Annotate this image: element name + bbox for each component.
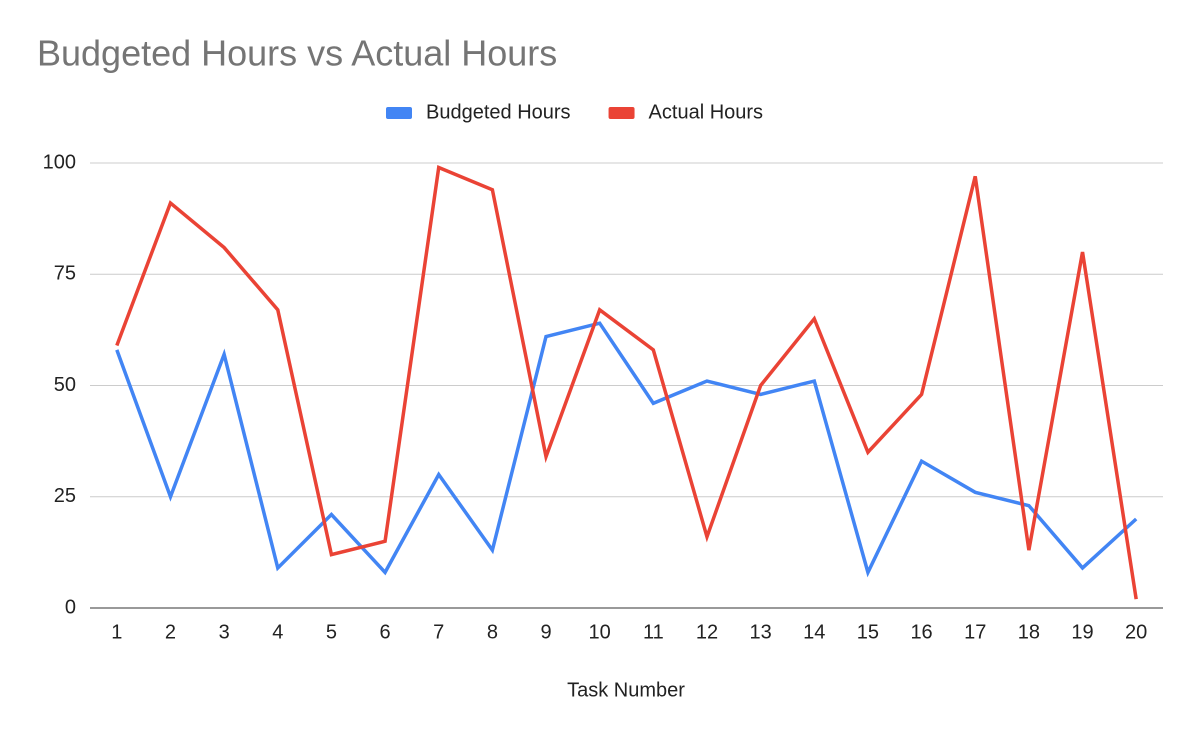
x-tick-label: 4	[272, 621, 283, 643]
x-tick-label: 16	[910, 621, 932, 643]
x-tick-label: 7	[433, 621, 444, 643]
legend-swatch	[386, 107, 412, 119]
x-tick-label: 1	[111, 621, 122, 643]
x-tick-label: 3	[219, 621, 230, 643]
x-tick-label: 20	[1125, 621, 1147, 643]
x-tick-label: 11	[643, 621, 664, 643]
y-tick-label: 50	[54, 374, 76, 396]
x-tick-label: 6	[380, 621, 391, 643]
x-tick-label: 2	[165, 621, 176, 643]
x-tick-label: 10	[589, 621, 611, 643]
x-tick-label: 5	[326, 621, 337, 643]
x-tick-label: 8	[487, 621, 498, 643]
series-line	[115, 164, 1138, 600]
legend-label: Budgeted Hours	[426, 101, 571, 123]
x-tick-label: 17	[964, 621, 986, 643]
x-tick-label: 19	[1071, 621, 1093, 643]
series-line	[115, 321, 1138, 578]
y-tick-label: 100	[43, 151, 76, 173]
y-tick-label: 0	[65, 596, 76, 618]
x-tick-label: 18	[1018, 621, 1040, 643]
y-tick-label: 25	[54, 485, 76, 507]
x-tick-label: 15	[857, 621, 879, 643]
legend-label: Actual Hours	[649, 101, 764, 123]
chart-title: Budgeted Hours vs Actual Hours	[37, 33, 557, 74]
x-tick-label: 12	[696, 621, 718, 643]
x-tick-label: 14	[803, 621, 825, 643]
legend-swatch	[608, 107, 635, 119]
x-tick-label: 9	[540, 621, 551, 643]
x-axis-label: Task Number	[567, 679, 685, 701]
x-tick-label: 13	[750, 621, 772, 643]
y-tick-label: 75	[54, 263, 76, 285]
